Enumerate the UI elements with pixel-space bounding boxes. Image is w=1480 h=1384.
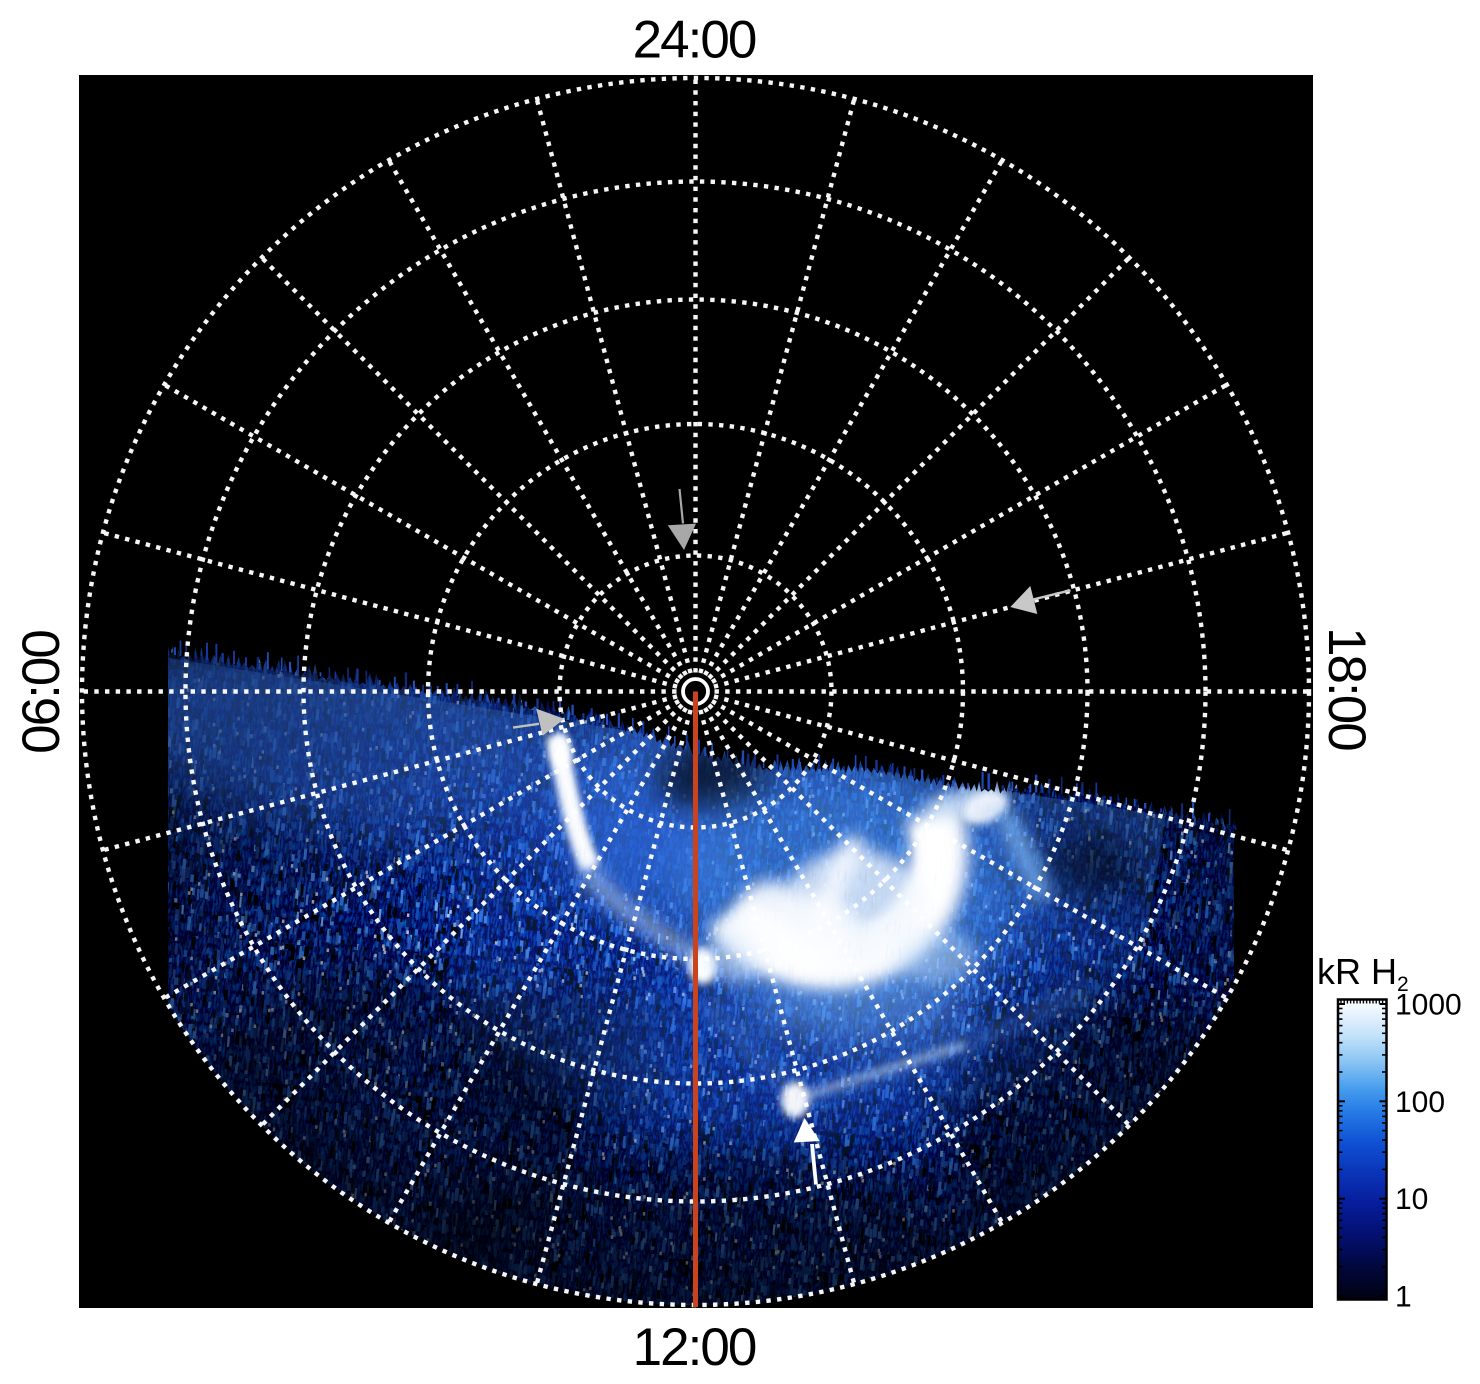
svg-text:06:00: 06:00 bbox=[12, 631, 71, 754]
svg-text:100: 100 bbox=[1395, 1086, 1445, 1119]
svg-text:24:00: 24:00 bbox=[633, 11, 756, 70]
svg-text:18:00: 18:00 bbox=[1317, 627, 1376, 750]
svg-text:2: 2 bbox=[1397, 973, 1409, 996]
svg-text:10: 10 bbox=[1395, 1183, 1428, 1216]
svg-text:1000: 1000 bbox=[1395, 989, 1462, 1022]
svg-text:1: 1 bbox=[1395, 1281, 1412, 1314]
svg-text:12:00: 12:00 bbox=[633, 1318, 756, 1377]
svg-text:kR H: kR H bbox=[1317, 951, 1397, 992]
